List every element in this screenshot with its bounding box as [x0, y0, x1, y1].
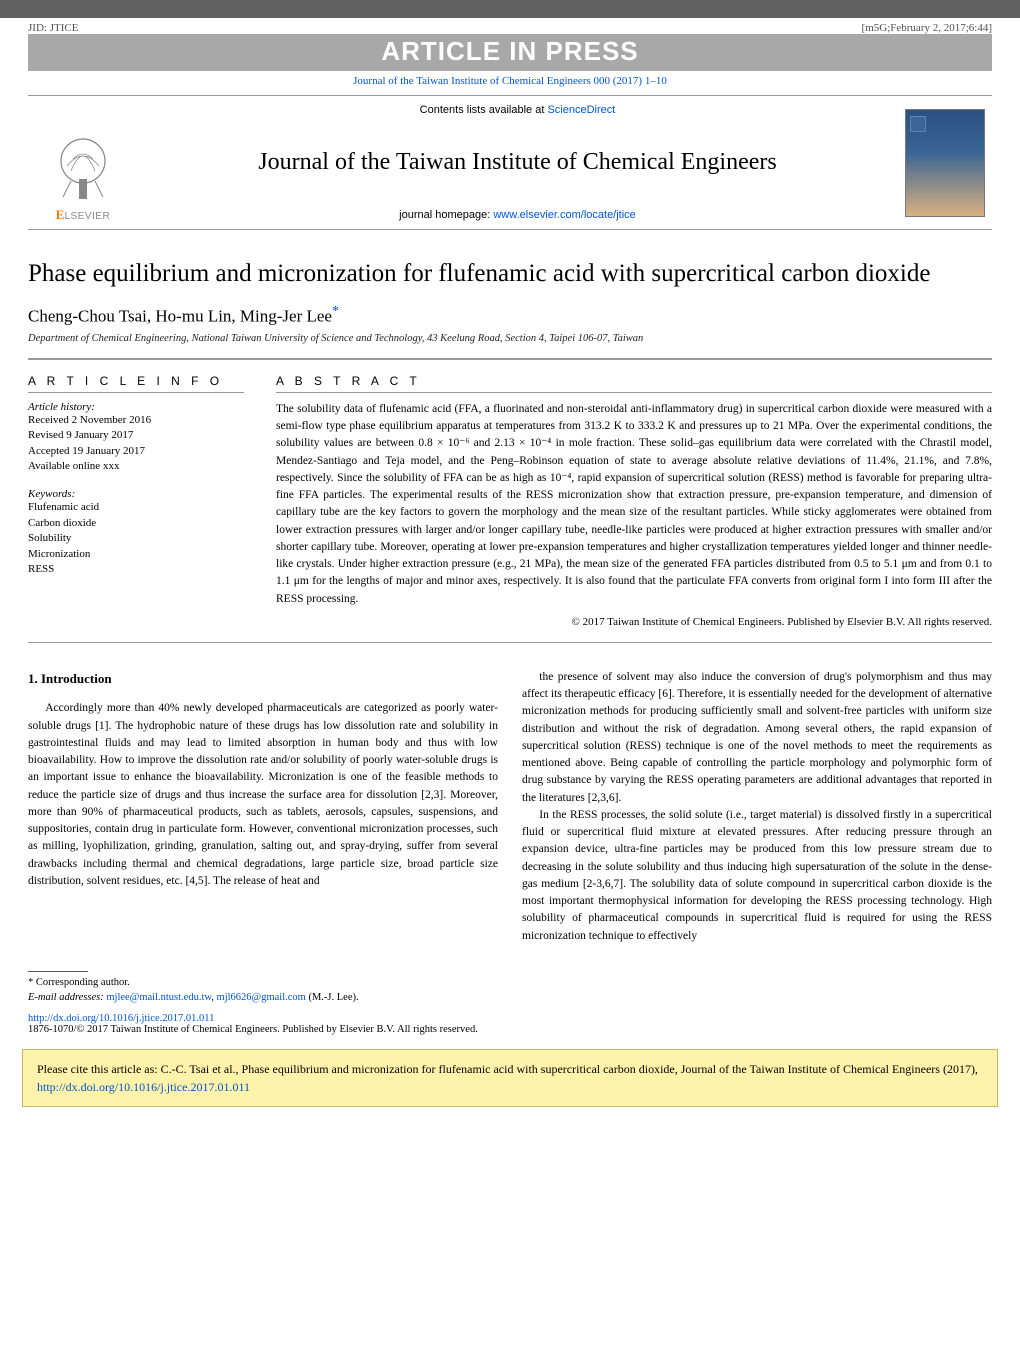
history-received: Received 2 November 2016 — [28, 413, 244, 428]
abstract-header: A B S T R A C T — [276, 374, 992, 393]
corresponding-author: * Corresponding author. — [28, 976, 488, 991]
keyword: RESS — [28, 562, 244, 577]
homepage-label: journal homepage: — [399, 209, 493, 221]
elsevier-tree-icon — [51, 131, 115, 203]
journal-title: Journal of the Taiwan Institute of Chemi… — [142, 149, 893, 176]
divider — [28, 642, 992, 643]
contents-lists: Contents lists available at ScienceDirec… — [142, 104, 893, 116]
journal-reference: Journal of the Taiwan Institute of Chemi… — [0, 75, 1020, 87]
section-heading: 1. Introduction — [28, 669, 498, 689]
jid-label: JID: JTICE — [28, 22, 78, 34]
m5g-label: [m5G;February 2, 2017;6:44] — [862, 22, 992, 34]
header-row: JID: JTICE [m5G;February 2, 2017;6:44] — [0, 18, 1020, 34]
history-online: Available online xxx — [28, 459, 244, 474]
journal-homepage: journal homepage: www.elsevier.com/locat… — [142, 209, 893, 221]
article-in-press-banner: ARTICLE IN PRESS — [28, 34, 992, 71]
footnote-block: * Corresponding author. E-mail addresses… — [28, 971, 488, 1005]
abstract-column: A B S T R A C T The solubility data of f… — [260, 360, 992, 642]
keyword: Micronization — [28, 547, 244, 562]
journal-banner: ELSEVIER Contents lists available at Sci… — [28, 95, 992, 230]
article-info-header: A R T I C L E I N F O — [28, 374, 244, 393]
history-accepted: Accepted 19 January 2017 — [28, 444, 244, 459]
body-paragraph: Accordingly more than 40% newly develope… — [28, 700, 498, 890]
journal-cover-thumbnail — [905, 109, 985, 217]
author-names: Cheng-Chou Tsai, Ho-mu Lin, Ming-Jer Lee — [28, 307, 332, 326]
email-tail: (M.-J. Lee). — [306, 992, 359, 1003]
doi-block: http://dx.doi.org/10.1016/j.jtice.2017.0… — [28, 1013, 992, 1035]
history-label: Article history: — [28, 401, 244, 413]
email-link-2[interactable]: mjl6626@gmail.com — [217, 992, 306, 1003]
banner-left: ELSEVIER — [28, 96, 138, 229]
body-paragraph: the presence of solvent may also induce … — [522, 669, 992, 807]
email-link-1[interactable]: mjlee@mail.ntust.edu.tw — [106, 992, 211, 1003]
body-paragraph: In the RESS processes, the solid solute … — [522, 807, 992, 945]
keyword: Carbon dioxide — [28, 516, 244, 531]
contents-lists-label: Contents lists available at — [420, 104, 548, 116]
history-revised: Revised 9 January 2017 — [28, 428, 244, 443]
email-label: E-mail addresses: — [28, 992, 106, 1003]
banner-center: Contents lists available at ScienceDirec… — [138, 96, 897, 229]
footnote-rule — [28, 971, 88, 972]
issn-copyright: 1876-1070/© 2017 Taiwan Institute of Che… — [28, 1024, 992, 1035]
article-title: Phase equilibrium and micronization for … — [28, 258, 992, 289]
keyword: Solubility — [28, 531, 244, 546]
corresponding-mark[interactable]: * — [332, 303, 339, 319]
body-col-left: 1. Introduction Accordingly more than 40… — [28, 669, 498, 945]
elsevier-text: LSEVIER — [64, 211, 110, 222]
affiliation: Department of Chemical Engineering, Nati… — [28, 333, 992, 344]
copyright: © 2017 Taiwan Institute of Chemical Engi… — [276, 616, 992, 628]
sciencedirect-link[interactable]: ScienceDirect — [547, 104, 615, 116]
banner-right — [897, 96, 992, 229]
authors: Cheng-Chou Tsai, Ho-mu Lin, Ming-Jer Lee… — [28, 303, 992, 327]
email-line: E-mail addresses: mjlee@mail.ntust.edu.t… — [28, 991, 488, 1006]
keyword: Flufenamic acid — [28, 500, 244, 515]
keywords-label: Keywords: — [28, 488, 244, 500]
homepage-link[interactable]: www.elsevier.com/locate/jtice — [493, 209, 635, 221]
cite-text: Please cite this article as: C.-C. Tsai … — [37, 1062, 978, 1076]
doi-link[interactable]: http://dx.doi.org/10.1016/j.jtice.2017.0… — [28, 1013, 214, 1024]
info-abstract-row: A R T I C L E I N F O Article history: R… — [28, 359, 992, 642]
body-columns: 1. Introduction Accordingly more than 40… — [28, 669, 992, 945]
elsevier-logo-text: ELSEVIER — [56, 207, 110, 223]
cite-doi-link[interactable]: http://dx.doi.org/10.1016/j.jtice.2017.0… — [37, 1080, 250, 1094]
body-col-right: the presence of solvent may also induce … — [522, 669, 992, 945]
abstract-text: The solubility data of flufenamic acid (… — [276, 401, 992, 608]
top-bar — [0, 0, 1020, 18]
cite-box: Please cite this article as: C.-C. Tsai … — [22, 1049, 998, 1107]
article-info-column: A R T I C L E I N F O Article history: R… — [28, 360, 260, 642]
journal-ref-link[interactable]: Journal of the Taiwan Institute of Chemi… — [353, 75, 667, 87]
